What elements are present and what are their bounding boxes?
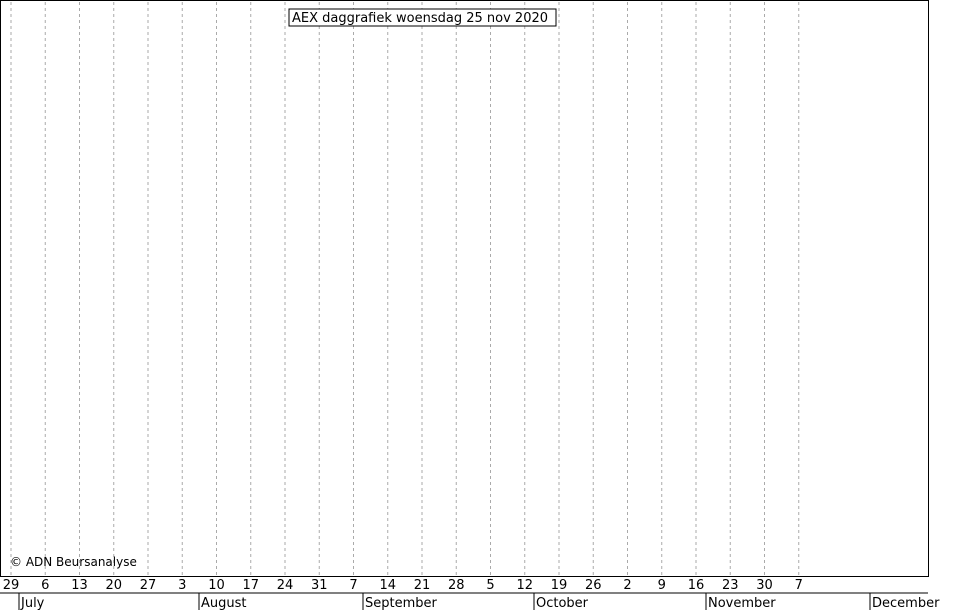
x-tick-label: 3 [178, 578, 186, 593]
x-tick-label: 7 [795, 578, 803, 593]
x-tick-label: 28 [448, 578, 465, 593]
x-tick-label: 6 [41, 578, 49, 593]
x-tick-label: 14 [379, 578, 396, 593]
x-tick-label: 21 [414, 578, 431, 593]
x-tick-label: 2 [623, 578, 631, 593]
x-tick-label: 13 [71, 578, 88, 593]
x-tick-label: 17 [242, 578, 259, 593]
copyright-label: © ADN Beursanalyse [10, 555, 137, 569]
x-tick-label: 10 [208, 578, 225, 593]
x-tick-label: 30 [756, 578, 773, 593]
x-tick-label: 20 [105, 578, 122, 593]
chart-title-box [288, 8, 557, 27]
x-tick-label: 29 [3, 578, 20, 593]
x-tick-label: 27 [140, 578, 157, 593]
x-tick-label: 7 [349, 578, 357, 593]
x-tick-label: 31 [311, 578, 328, 593]
month-label: July [20, 596, 45, 610]
month-label: September [365, 596, 438, 610]
x-tick-label: 19 [551, 578, 568, 593]
x-tick-label: 24 [277, 578, 294, 593]
month-label: October [536, 596, 589, 610]
chart-title: AEX daggrafiek woensdag 25 nov 2020 [292, 11, 548, 26]
plot-frame [0, 0, 929, 577]
x-tick-label: 9 [658, 578, 666, 593]
x-tick-label: 26 [585, 578, 602, 593]
x-tick-label: 12 [516, 578, 533, 593]
x-tick-label: 16 [688, 578, 705, 593]
x-axis: 29 6 13 20 27 3 10 17 24 31 7 14 21 28 5 12 19 26 2 9 16 23 30… [0, 578, 940, 611]
month-label: December [872, 596, 940, 610]
month-label: August [201, 596, 247, 610]
x-tick-label: 5 [486, 578, 494, 593]
month-label: November [708, 596, 776, 610]
x-tick-label: 23 [722, 578, 739, 593]
